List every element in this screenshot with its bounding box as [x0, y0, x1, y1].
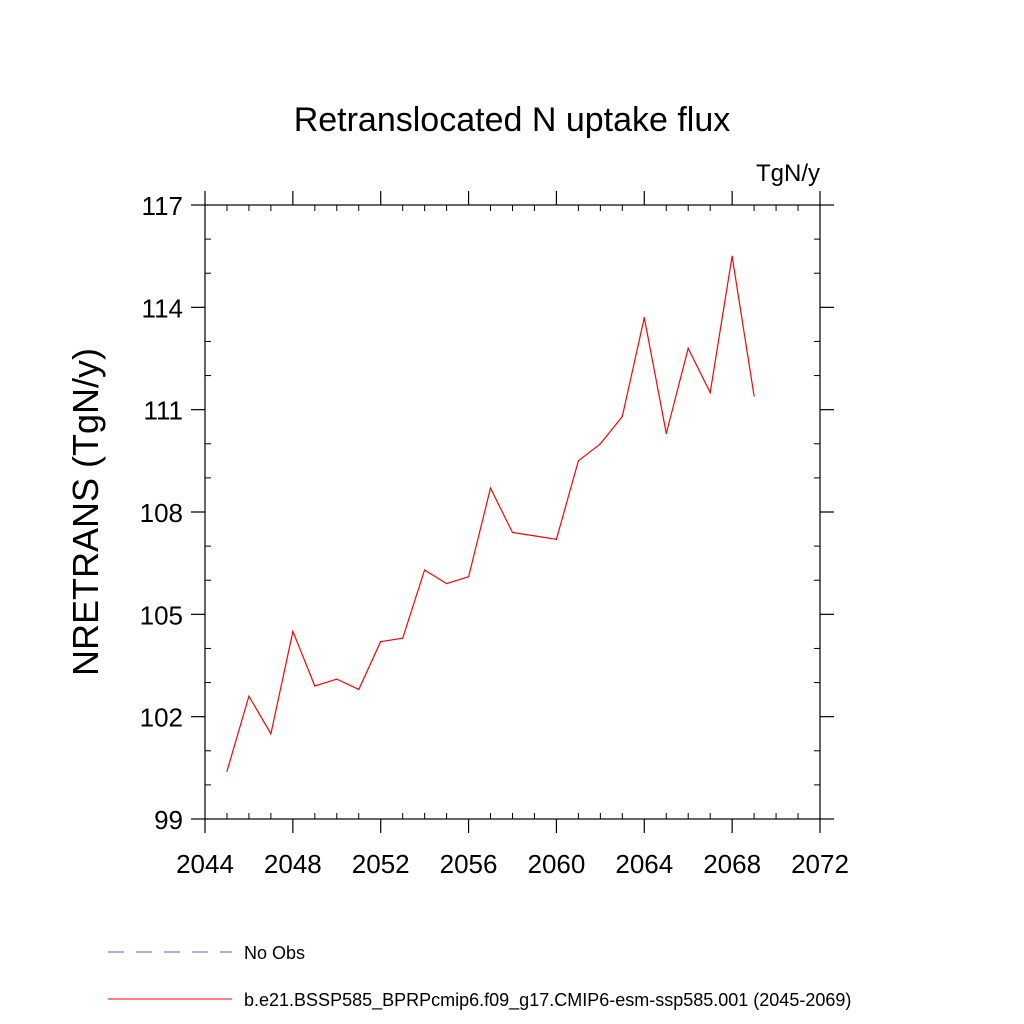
- data-point: [731, 255, 733, 257]
- data-point: [467, 576, 470, 578]
- data-point: [380, 641, 382, 643]
- axes: 2044 2048 2052 2056 2060 2064 2068 2072 99 102 105…: [140, 191, 849, 879]
- data-point: [489, 487, 492, 489]
- x-tick-label: 2044: [176, 849, 234, 879]
- y-tick-label: 117: [142, 191, 183, 221]
- data-point: [665, 432, 667, 435]
- y-axis-label: NRETRANS (TgN/y): [65, 348, 106, 676]
- data-point: [753, 395, 755, 397]
- legend: No Obs b.e21.BSSP585_BPRPcmip6.f09_g17.CM…: [108, 943, 851, 1011]
- data-point: [533, 535, 536, 537]
- plot-frame: [204, 204, 821, 820]
- x-tick-label: 2060: [528, 849, 586, 879]
- data-point: [643, 316, 645, 319]
- series-line: [226, 256, 755, 772]
- data-point: [358, 688, 360, 690]
- legend-label: b.e21.BSSP585_BPRPcmip6.f09_g17.CMIP6-es…: [244, 990, 851, 1011]
- y-tick-label: 102: [140, 703, 183, 733]
- data-point: [292, 630, 294, 632]
- data-point: [424, 569, 426, 571]
- x-tick-label: 2052: [352, 849, 410, 879]
- x-tick-label: 2068: [703, 849, 761, 879]
- data-point: [336, 678, 338, 680]
- x-tick-label: 2056: [440, 849, 498, 879]
- data-point: [270, 733, 272, 735]
- legend-label: No Obs: [244, 943, 305, 963]
- y-tick-label: 99: [154, 805, 183, 835]
- series-layer: [226, 255, 755, 772]
- units-label: TgN/y: [756, 160, 820, 187]
- data-point: [314, 685, 316, 687]
- data-point: [577, 460, 579, 462]
- data-point: [709, 392, 711, 394]
- data-point: [226, 770, 228, 772]
- chart-title: Retranslocated N uptake flux: [294, 101, 731, 139]
- y-tick-label: 111: [143, 396, 183, 426]
- data-point: [248, 695, 250, 697]
- y-tick-label: 114: [142, 293, 183, 323]
- y-tick-label: 108: [140, 498, 183, 528]
- data-point: [599, 443, 601, 445]
- data-point: [621, 415, 623, 418]
- data-point: [446, 583, 448, 585]
- data-point: [687, 347, 689, 349]
- x-tick-label: 2072: [791, 849, 849, 879]
- x-tick-label: 2064: [615, 849, 673, 879]
- data-point: [555, 538, 558, 540]
- data-point: [402, 637, 404, 639]
- y-tick-label: 105: [140, 600, 183, 630]
- data-point: [511, 531, 514, 534]
- x-tick-label: 2048: [264, 849, 322, 879]
